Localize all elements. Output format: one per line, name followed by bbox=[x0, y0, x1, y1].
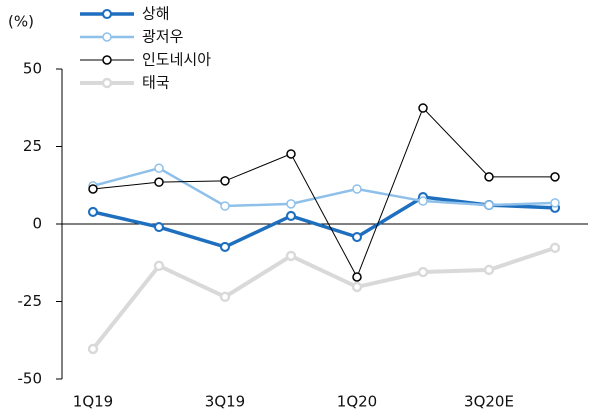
legend-label: 광저우 bbox=[142, 28, 184, 46]
x-tick-label: 3Q19 bbox=[205, 393, 245, 411]
legend-label: 인도네시아 bbox=[142, 51, 211, 69]
marker bbox=[153, 222, 165, 233]
marker bbox=[351, 281, 363, 293]
y-tick-label: -50 bbox=[18, 370, 43, 388]
marker bbox=[550, 198, 560, 208]
y-tick-label: -25 bbox=[18, 292, 43, 310]
marker bbox=[286, 149, 296, 159]
marker bbox=[87, 343, 99, 355]
marker bbox=[154, 163, 164, 173]
y-tick-label: 25 bbox=[23, 137, 42, 155]
marker bbox=[352, 184, 362, 194]
series-line bbox=[92, 166, 556, 208]
x-tick-label: 1Q19 bbox=[73, 393, 113, 411]
legend-marker bbox=[101, 77, 113, 89]
legend-label: 상해 bbox=[142, 5, 170, 23]
marker bbox=[154, 177, 164, 187]
marker bbox=[88, 184, 98, 194]
marker bbox=[549, 242, 561, 254]
marker bbox=[219, 291, 231, 303]
x-tick-label: 3Q20E bbox=[464, 393, 514, 411]
marker bbox=[417, 266, 429, 278]
marker bbox=[286, 199, 296, 209]
marker bbox=[219, 241, 231, 252]
marker bbox=[285, 250, 297, 262]
legend-marker bbox=[102, 32, 112, 42]
marker bbox=[418, 196, 428, 206]
y-tick-label: 50 bbox=[23, 60, 42, 78]
marker bbox=[550, 172, 560, 182]
marker bbox=[220, 201, 230, 211]
marker bbox=[87, 206, 99, 217]
legend-marker bbox=[102, 55, 112, 65]
marker bbox=[220, 176, 230, 186]
marker bbox=[285, 210, 297, 221]
marker bbox=[484, 200, 494, 210]
marker bbox=[418, 103, 428, 113]
legend-marker bbox=[101, 8, 113, 20]
marker bbox=[351, 231, 363, 243]
marker bbox=[483, 264, 495, 276]
series-line bbox=[92, 107, 555, 279]
y-axis-label: (%) bbox=[8, 13, 34, 31]
y-tick-label: 0 bbox=[32, 215, 42, 233]
legend-label: 태국 bbox=[142, 74, 170, 92]
marker bbox=[352, 272, 362, 282]
x-tick-label: 1Q20 bbox=[337, 393, 377, 411]
marker bbox=[484, 172, 494, 182]
series-line bbox=[91, 245, 556, 351]
marker bbox=[153, 260, 165, 272]
